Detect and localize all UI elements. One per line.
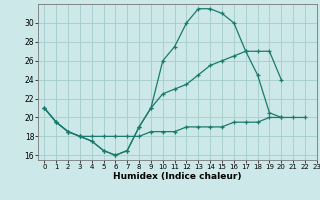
X-axis label: Humidex (Indice chaleur): Humidex (Indice chaleur)	[113, 172, 242, 181]
